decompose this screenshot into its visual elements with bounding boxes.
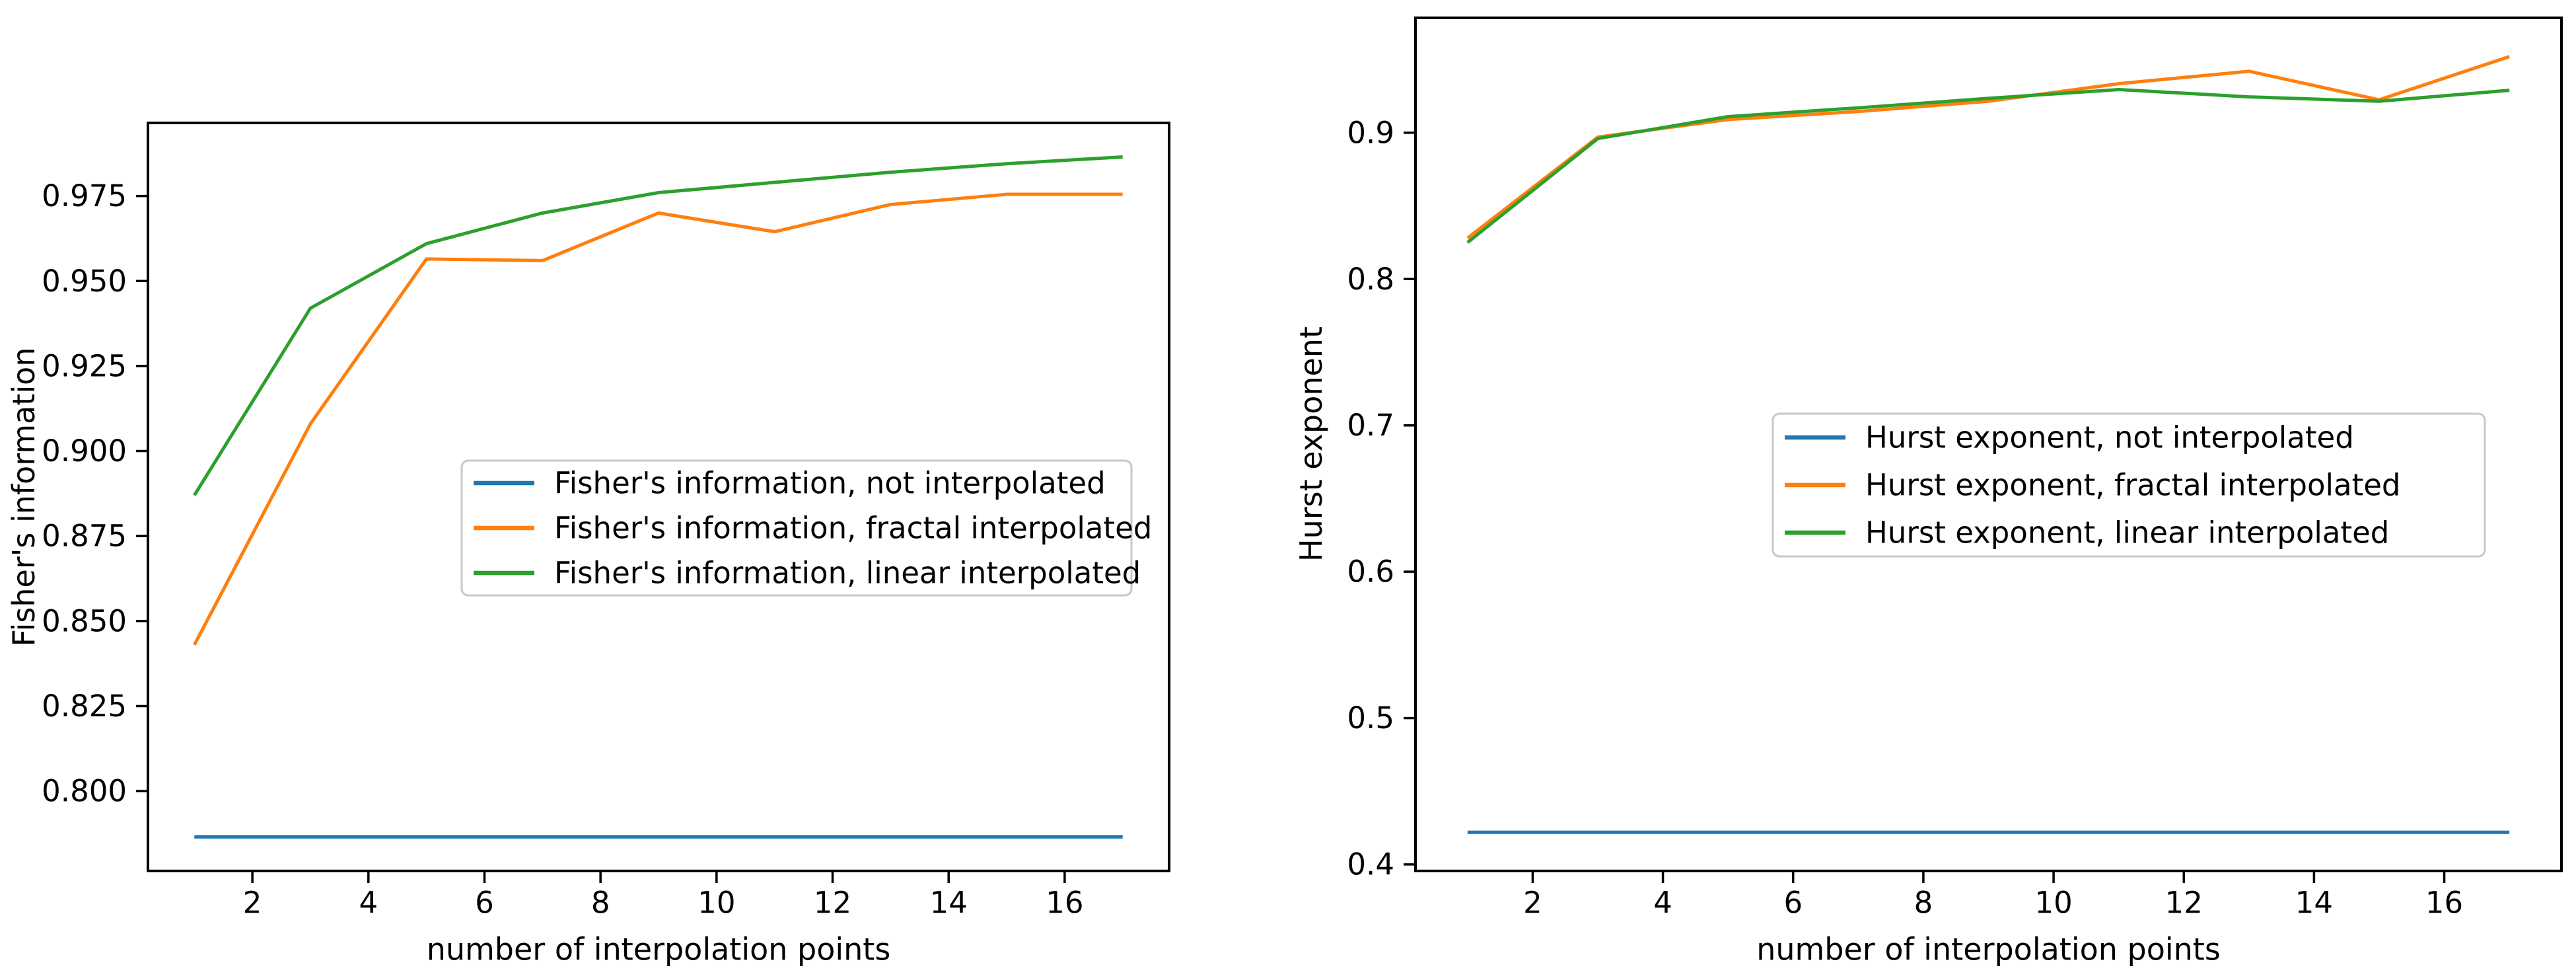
x-tick-label: 14 [930, 886, 968, 921]
y-axis-label: Fisher's information [6, 348, 42, 647]
x-tick-label: 12 [814, 886, 851, 921]
legend-label: Fisher's information, not interpolated [554, 466, 1106, 501]
x-tick-label: 6 [475, 886, 494, 921]
y-tick-label: 0.925 [42, 348, 127, 383]
legend-label: Fisher's information, fractal interpolat… [554, 511, 1152, 546]
y-tick-label: 0.5 [1347, 700, 1394, 735]
x-axis-label: number of interpolation points [427, 931, 891, 967]
y-tick-label: 0.4 [1347, 847, 1394, 882]
x-tick-label: 8 [1914, 886, 1933, 921]
legend-label: Fisher's information, linear interpolate… [554, 556, 1141, 591]
legend-box [1771, 412, 2486, 558]
y-tick-label: 0.875 [42, 519, 127, 554]
x-tick-label: 16 [1046, 886, 1083, 921]
x-tick-label: 4 [1653, 886, 1672, 921]
y-tick-label: 0.8 [1347, 262, 1394, 297]
series-line-orange [193, 192, 1123, 646]
series-line-green [193, 155, 1123, 496]
legend-label: Hurst exponent, linear interpolated [1865, 515, 2389, 550]
x-tick-label: 4 [359, 886, 378, 921]
x-tick-label: 6 [1783, 886, 1803, 921]
y-tick-label: 0.9 [1347, 115, 1394, 150]
y-tick-label: 0.950 [42, 264, 127, 299]
panel-fishers-information: 2 4 6 8 10 12 14 16 0.800 0.825 0.850 0.875 0.900 0.9… [6, 122, 1170, 967]
legend-box [460, 459, 1133, 597]
y-tick-label: 0.900 [42, 433, 127, 469]
x-tick-label: 16 [2425, 886, 2463, 921]
x-tick-label: 8 [591, 886, 610, 921]
axes-frame [1414, 17, 2563, 872]
x-tick-label: 10 [698, 886, 735, 921]
y-tick-label: 0.7 [1347, 408, 1394, 443]
x-tick-label: 14 [2295, 886, 2333, 921]
legend-label: Hurst exponent, not interpolated [1865, 420, 2354, 455]
y-tick-label: 0.825 [42, 689, 127, 724]
y-axis-label: Hurst exponent [1293, 326, 1329, 562]
y-tick-label: 0.6 [1347, 554, 1394, 589]
series-line-green [1466, 88, 2510, 244]
x-tick-label: 12 [2165, 886, 2203, 921]
x-axis-label: number of interpolation points [1756, 931, 2221, 967]
legend-label: Hurst exponent, fractal interpolated [1865, 468, 2400, 503]
y-tick-label: 0.800 [42, 774, 127, 809]
y-tick-label: 0.975 [42, 178, 127, 213]
x-tick-label: 10 [2034, 886, 2072, 921]
axes-frame [147, 122, 1170, 872]
x-tick-label: 2 [243, 886, 262, 921]
y-tick-label: 0.850 [42, 603, 127, 638]
series-line-orange [1466, 55, 2510, 240]
panel-hurst-exponent: 2 4 6 8 10 12 14 16 0.4 0.5 0.6 0.7 0.8 0.9 number of … [1293, 17, 2563, 967]
x-tick-label: 2 [1523, 886, 1542, 921]
